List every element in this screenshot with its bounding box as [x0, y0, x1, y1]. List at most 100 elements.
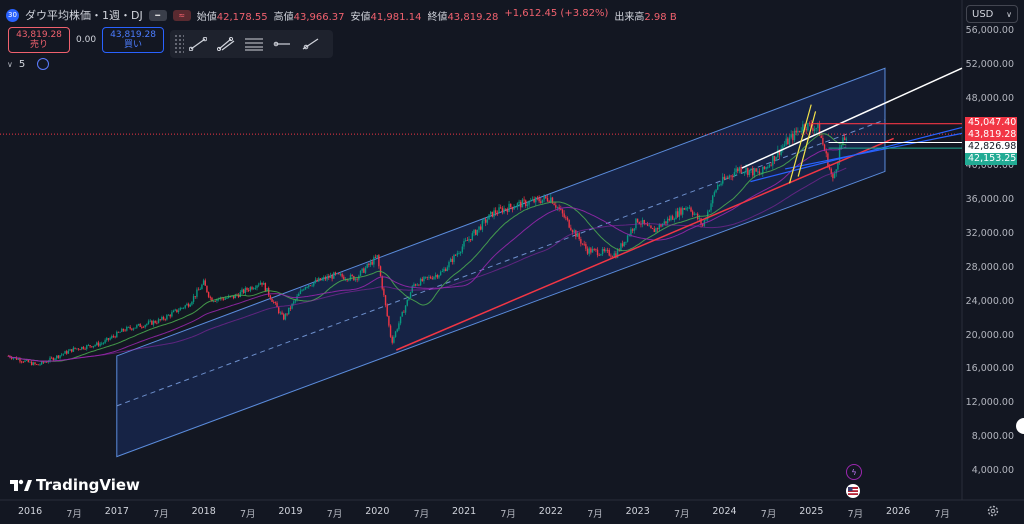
candle-body	[386, 305, 388, 317]
candle-body	[259, 282, 262, 285]
candle-body	[62, 353, 65, 355]
candle-body	[463, 241, 465, 247]
price-tag: 45,047.40	[965, 117, 1017, 129]
candle-body	[373, 257, 375, 265]
candle-body	[611, 256, 614, 258]
time-tick: 2023	[625, 506, 650, 517]
candle-body	[177, 310, 180, 313]
price-tick: 4,000.00	[971, 465, 1014, 476]
candle-body	[561, 209, 564, 214]
drag-handle-icon[interactable]	[174, 34, 184, 54]
candle-body	[566, 217, 569, 220]
scroll-handle[interactable]	[1016, 418, 1024, 434]
candle-body	[757, 171, 759, 173]
indicator-toggle[interactable]: ∨ 5	[7, 58, 50, 70]
candle-body	[97, 342, 100, 346]
candle-body	[838, 148, 841, 163]
time-tick: 7月	[413, 509, 430, 520]
candle-body	[661, 223, 664, 227]
symbol-title[interactable]: ダウ平均株価・1週・DJ	[25, 9, 143, 22]
candle-body	[783, 144, 786, 147]
candle-body	[508, 203, 510, 212]
candle-body	[496, 213, 499, 214]
candle-body	[770, 164, 772, 166]
candle-body	[535, 197, 537, 203]
candle-body	[284, 313, 287, 320]
candle-body	[763, 166, 766, 169]
candle-body	[169, 314, 171, 317]
ray-tool-icon[interactable]	[296, 32, 324, 56]
candle-body	[378, 255, 380, 267]
candle-body	[556, 207, 559, 209]
candle-body	[444, 269, 447, 271]
lightning-event-icon[interactable]: ϟ	[846, 464, 862, 480]
visibility-icon[interactable]: ━	[148, 9, 167, 21]
candle-body	[132, 328, 135, 330]
candle-body	[86, 345, 88, 349]
us-flag-event-icon[interactable]	[846, 484, 860, 498]
candle-body	[595, 249, 597, 250]
candle-body	[458, 253, 460, 255]
candle-body	[45, 361, 48, 363]
candle-body	[237, 295, 240, 297]
candle-body	[449, 258, 452, 262]
candle-body	[366, 263, 368, 268]
candle-body	[459, 251, 462, 254]
candle-body	[303, 289, 305, 291]
candle-body	[581, 243, 584, 245]
candle-body	[608, 250, 610, 256]
price-tag: 43,819.28	[965, 129, 1017, 141]
candle-body	[500, 207, 502, 209]
candle-body	[42, 361, 45, 363]
candle-body	[202, 280, 205, 285]
fib-retracement-tool-icon[interactable]	[240, 32, 268, 56]
horizontal-ray-tool-icon[interactable]	[268, 32, 296, 56]
candle-body	[106, 338, 108, 341]
candle-body	[354, 278, 357, 281]
price-tag: 42,153.25	[965, 153, 1017, 165]
candle-body	[621, 243, 624, 247]
indicator-settings-icon[interactable]	[37, 58, 50, 70]
candle-body	[216, 299, 218, 302]
candle-body	[399, 316, 402, 324]
candle-body	[780, 148, 782, 155]
buy-button[interactable]: 43,819.28 買い	[102, 27, 165, 53]
candle-body	[91, 346, 93, 348]
currency-select[interactable]: USD ∨	[966, 5, 1018, 23]
candle-body	[76, 348, 78, 350]
candle-body	[329, 275, 332, 278]
chevron-down-icon[interactable]: ∨	[7, 59, 13, 69]
candle-body	[605, 249, 607, 251]
candle-body	[254, 287, 257, 289]
candle-body	[515, 206, 517, 208]
gear-icon[interactable]	[986, 504, 1000, 518]
sell-button[interactable]: 43,819.28 売り	[8, 27, 70, 53]
candle-body	[79, 349, 81, 351]
candle-body	[119, 331, 121, 333]
candle-body	[269, 295, 272, 299]
trendline-tool-icon[interactable]	[184, 32, 212, 56]
candle-body	[214, 301, 216, 302]
candle-body	[239, 292, 242, 297]
candle-body	[418, 284, 420, 286]
candle-body	[396, 329, 398, 332]
time-tick: 2022	[538, 506, 563, 517]
candle-body	[227, 296, 230, 298]
candle-body	[591, 249, 594, 253]
candle-body	[199, 288, 201, 290]
tradingview-logo[interactable]: TradingView	[10, 476, 140, 494]
candle-body	[144, 325, 146, 328]
compare-icon[interactable]: ≈	[172, 9, 191, 21]
candle-body	[30, 361, 33, 366]
time-tick: 7月	[66, 509, 82, 520]
candle-body	[728, 175, 731, 178]
candle-body	[777, 149, 779, 157]
candle-body	[590, 248, 592, 253]
candle-body	[753, 168, 756, 176]
candle-body	[84, 348, 86, 350]
candle-body	[54, 358, 56, 361]
candle-body	[388, 316, 390, 326]
parallel-channel-tool-icon[interactable]	[212, 32, 240, 56]
candle-body	[788, 137, 791, 145]
